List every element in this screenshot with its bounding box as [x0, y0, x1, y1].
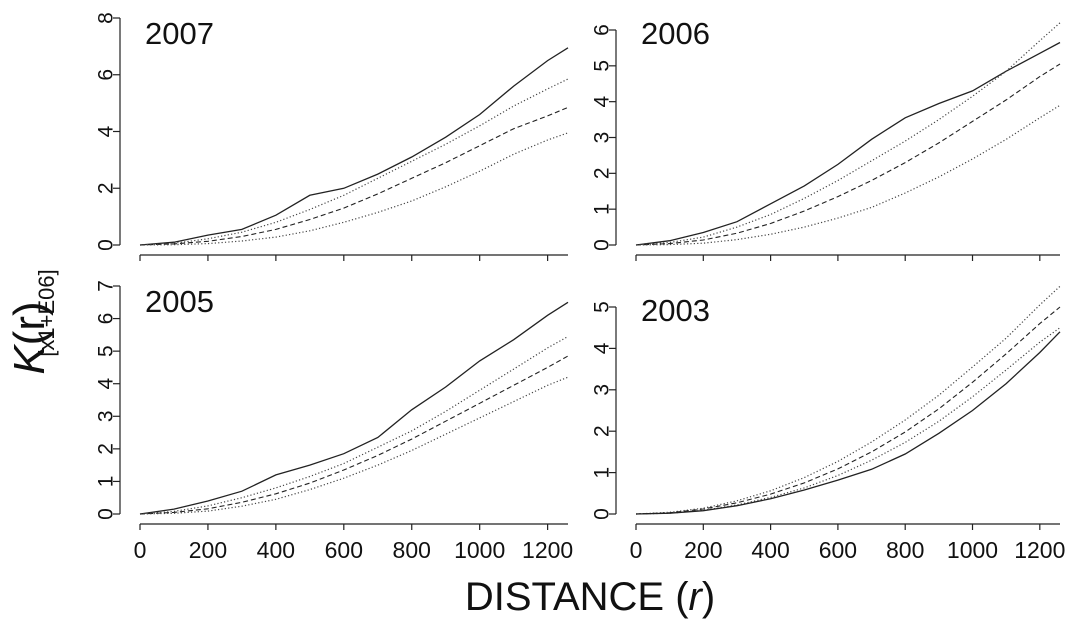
- series-line-solid: [139, 301, 569, 515]
- y-tick-label: 4: [591, 96, 614, 108]
- x-tick-label: 1200: [522, 537, 573, 563]
- x-tick-label: 400: [257, 537, 295, 563]
- series-line-dotted: [635, 104, 1061, 246]
- series-line-solid: [139, 47, 569, 246]
- panel-title: 2005: [145, 284, 214, 319]
- x-tick-label: 1000: [454, 537, 505, 563]
- x-axis-title-var: r: [688, 575, 702, 619]
- series-line-dotted: [139, 376, 569, 515]
- series-line-dotted: [139, 335, 569, 515]
- y-tick-label: 0: [95, 508, 118, 520]
- y-tick-label: 5: [591, 301, 614, 313]
- y-tick-label: 3: [591, 384, 614, 396]
- series-line-dashed: [635, 306, 1061, 515]
- y-tick-label: 5: [95, 345, 118, 357]
- series-line-dotted: [635, 22, 1061, 246]
- y-axis-unit: [x1+E06]: [34, 269, 59, 357]
- x-tick-label: 1000: [947, 537, 998, 563]
- x-tick-label: 0: [134, 537, 147, 563]
- x-axis-title-close: ): [701, 575, 716, 619]
- series-line-dotted: [139, 78, 569, 246]
- x-axis-title: DISTANCE (r): [380, 575, 800, 619]
- y-tick-label: 0: [591, 239, 614, 251]
- panel-2005: 0 1 2 3 4 5 6 7 0 200 400 600 800 1000 1200 2005: [95, 280, 574, 563]
- y-tick-label: 5: [591, 60, 614, 72]
- y-tick-label: 1: [591, 467, 614, 479]
- x-tick-label: 800: [886, 537, 924, 563]
- series-line-solid: [635, 331, 1061, 515]
- y-tick-label: 0: [95, 239, 118, 251]
- x-tick-label: 600: [819, 537, 857, 563]
- y-tick-label: 2: [95, 182, 118, 194]
- y-tick-label: 2: [591, 167, 614, 179]
- y-tick-label: 8: [95, 12, 118, 24]
- x-axis-title-text: DISTANCE (: [464, 575, 689, 619]
- y-tick-label: 1: [95, 476, 118, 488]
- y-tick-label: 3: [591, 132, 614, 144]
- series-line-dotted: [635, 327, 1061, 515]
- series-line-solid: [635, 41, 1061, 246]
- panel-title: 2006: [641, 16, 710, 51]
- panel-2006: 0 1 2 3 4 5 6 2006: [591, 16, 1061, 261]
- x-tick-label: 400: [751, 537, 789, 563]
- y-tick-label: 2: [591, 425, 614, 437]
- x-tick-label: 600: [325, 537, 363, 563]
- y-tick-label: 2: [95, 443, 118, 455]
- panel-2007: 0 2 4 6 8 2007: [95, 12, 569, 261]
- series-line-dashed: [635, 63, 1061, 246]
- x-tick-label: 0: [630, 537, 643, 563]
- y-tick-label: 6: [591, 24, 614, 36]
- panel-2003: 0 1 2 3 4 5 0 200 400 600 800 1000 1200 2003: [591, 285, 1065, 563]
- y-tick-label: 7: [95, 280, 118, 292]
- series-line-dotted: [139, 132, 569, 246]
- y-tick-label: 4: [95, 378, 118, 390]
- y-tick-label: 6: [95, 313, 118, 325]
- panel-title: 2007: [145, 16, 214, 51]
- y-tick-label: 3: [95, 410, 118, 422]
- y-tick-label: 4: [591, 342, 614, 354]
- x-tick-label: 1200: [1014, 537, 1065, 563]
- x-tick-label: 200: [684, 537, 722, 563]
- y-tick-label: 0: [591, 508, 614, 520]
- y-tick-label: 4: [95, 125, 118, 137]
- series-line-dashed: [139, 355, 569, 515]
- x-tick-label: 800: [393, 537, 431, 563]
- panel-title: 2003: [641, 293, 710, 328]
- y-tick-label: 6: [95, 69, 118, 81]
- y-tick-label: 1: [591, 203, 614, 215]
- series-line-dashed: [139, 106, 569, 246]
- series-line-dotted: [635, 285, 1061, 515]
- x-tick-label: 200: [189, 537, 227, 563]
